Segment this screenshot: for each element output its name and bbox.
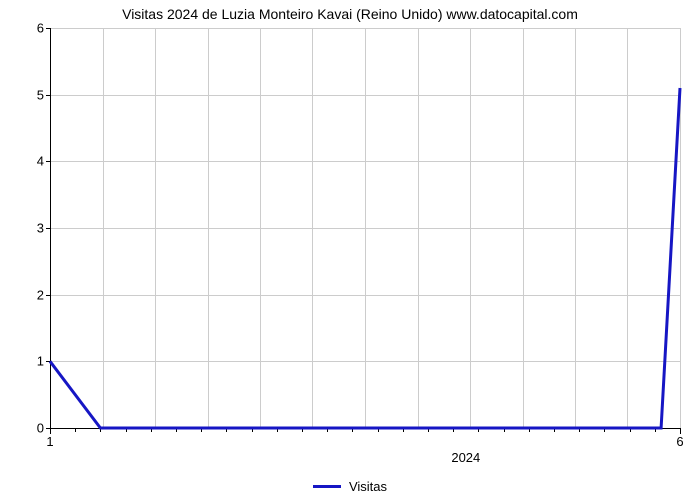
legend-swatch [313,485,341,488]
y-tick-label: 3 [14,221,44,236]
x-tick-label: 1 [46,434,53,449]
y-tick-label: 6 [14,21,44,36]
legend-label: Visitas [349,479,387,494]
x-major-tick [50,428,51,434]
y-tick-label: 5 [14,87,44,102]
chart-title: Visitas 2024 de Luzia Monteiro Kavai (Re… [0,6,700,22]
y-tick-label: 1 [14,354,44,369]
x-axis-label: 2024 [451,450,480,465]
y-tick-label: 0 [14,421,44,436]
chart-svg [50,28,680,428]
x-minor-tick [75,428,76,432]
legend-item-visitas: Visitas [313,479,387,494]
x-major-tick [680,428,681,434]
chart-container: Visitas 2024 de Luzia Monteiro Kavai (Re… [0,0,700,500]
grid-line-vertical [680,28,681,428]
series-line-visitas [50,88,680,428]
y-tick-label: 2 [14,287,44,302]
y-tick-label: 4 [14,154,44,169]
x-tick-label: 6 [676,434,683,449]
legend: Visitas [0,475,700,494]
